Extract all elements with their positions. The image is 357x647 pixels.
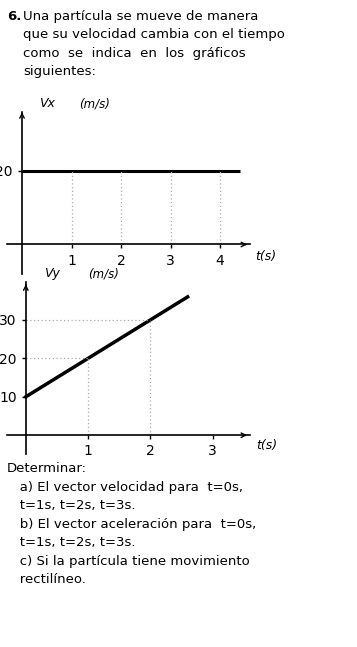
- Text: 6.: 6.: [7, 10, 21, 23]
- Text: t(s): t(s): [255, 250, 276, 263]
- Text: Determinar:
   a) El vector velocidad para  t=0s,
   t=1s, t=2s, t=3s.
   b) El : Determinar: a) El vector velocidad para …: [7, 462, 256, 586]
- Text: Vy: Vy: [45, 267, 60, 280]
- Text: Vx: Vx: [39, 97, 55, 110]
- Text: (m/s): (m/s): [79, 97, 110, 110]
- Text: (m/s): (m/s): [88, 267, 119, 280]
- Text: Una partícula se mueve de manera
que su velocidad cambia con el tiempo
como  se : Una partícula se mueve de manera que su …: [23, 10, 285, 78]
- Text: t(s): t(s): [256, 439, 277, 452]
